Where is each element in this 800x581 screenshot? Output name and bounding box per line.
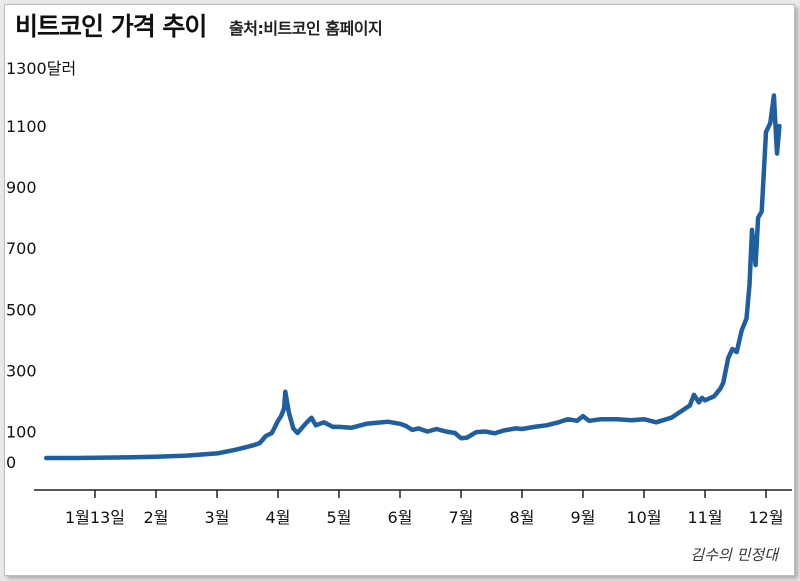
- y-tick-label: 100: [6, 422, 37, 441]
- x-tick-label: 1월13일: [65, 508, 125, 527]
- y-tick-label: 0: [6, 453, 16, 472]
- y-tick-label: 700: [6, 239, 37, 258]
- x-tick-label: 6월: [388, 508, 413, 527]
- x-tick-label: 11월: [687, 508, 722, 527]
- x-tick-label: 5월: [327, 508, 352, 527]
- x-tick-label: 7월: [449, 508, 474, 527]
- y-tick-label: 300: [6, 361, 37, 380]
- y-unit-label: 1300달러: [6, 59, 76, 78]
- x-tick-label: 10월: [626, 508, 661, 527]
- x-tick-label: 12월: [748, 508, 783, 527]
- x-tick-label: 4월: [266, 508, 291, 527]
- chart-title: 비트코인 가격 추이: [15, 12, 207, 41]
- x-tick-label: 2월: [144, 508, 169, 527]
- x-tick-label: 9월: [571, 508, 596, 527]
- series-layer: [43, 93, 782, 461]
- x-tick-label: 8월: [510, 508, 535, 527]
- y-tick-label: 500: [6, 300, 37, 319]
- y-tick-label: 1100: [6, 117, 47, 136]
- chart-card: 비트코인 가격 추이 출처:비트코인 홈페이지 김수의 민정대: [4, 4, 795, 576]
- y-axis-ticks: 0 100 300 500 700 900 1100 1300달러: [6, 59, 76, 472]
- x-axis: 1월13일 2월 3월 4월 5월 6월 7월 8월 9월 10월 11월 12월: [34, 489, 792, 527]
- signature: 김수의 민정대: [690, 546, 778, 564]
- source-note: 출처:비트코인 홈페이지: [229, 19, 383, 38]
- price-line: [43, 93, 782, 461]
- x-tick-label: 3월: [205, 508, 230, 527]
- y-tick-label: 900: [6, 178, 37, 197]
